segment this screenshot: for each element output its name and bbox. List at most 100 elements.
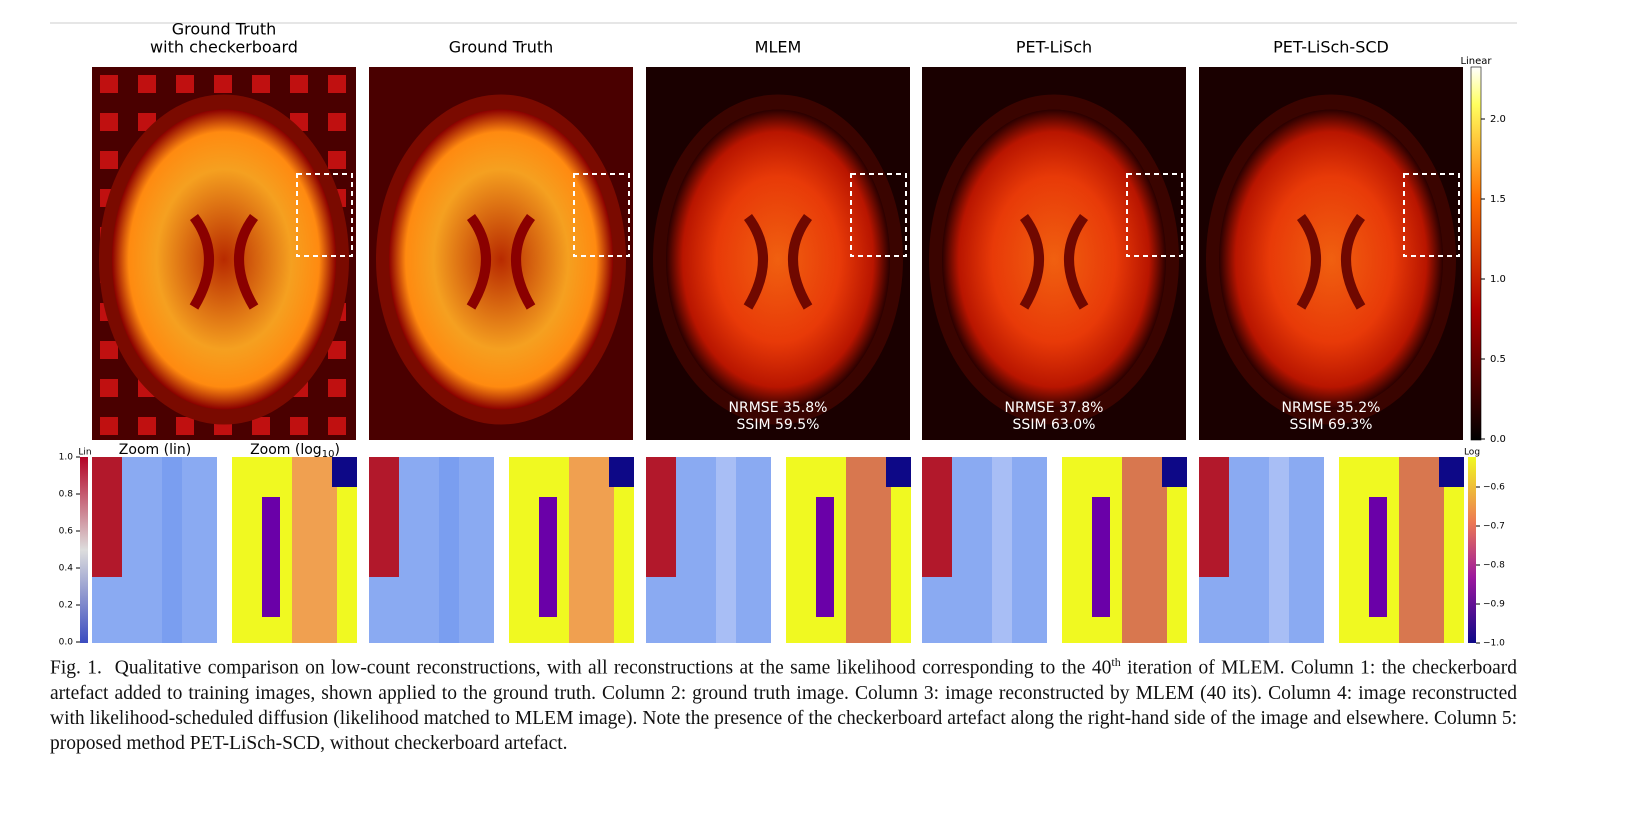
zoom-region bbox=[262, 497, 280, 617]
zoom-region bbox=[162, 457, 182, 643]
panel-title: MLEM bbox=[755, 38, 802, 57]
metric: NRMSE 35.8% bbox=[729, 400, 828, 416]
checker bbox=[328, 75, 346, 93]
tick-label: 0.5 bbox=[1490, 354, 1506, 365]
zoom-region bbox=[1269, 457, 1289, 643]
zoom-label-close: ) bbox=[334, 442, 339, 458]
zoom-label: Zoom (log10) bbox=[250, 442, 340, 460]
zoom-region bbox=[1369, 497, 1387, 617]
tick-label: 1.0 bbox=[1490, 274, 1506, 285]
colorbar bbox=[1468, 457, 1476, 643]
checker bbox=[100, 417, 118, 435]
checker bbox=[214, 75, 232, 93]
tick-label: 2.0 bbox=[1490, 114, 1506, 125]
zoom-region bbox=[1199, 457, 1229, 577]
checker bbox=[252, 417, 270, 435]
zoom-region bbox=[332, 457, 357, 487]
checker bbox=[328, 151, 346, 169]
zoom-box bbox=[1403, 173, 1460, 257]
checker bbox=[328, 417, 346, 435]
zoom-label-sub: 10 bbox=[322, 449, 335, 460]
zoom-box bbox=[573, 173, 630, 257]
brain bbox=[942, 109, 1166, 410]
ventricles bbox=[466, 214, 536, 310]
brain bbox=[1219, 109, 1443, 410]
colorbar-label: Log bbox=[1464, 448, 1480, 458]
checker bbox=[100, 113, 118, 131]
checker bbox=[176, 417, 194, 435]
tick-label: 0.6 bbox=[59, 527, 74, 537]
ventricles bbox=[1296, 214, 1366, 310]
zoom-region bbox=[292, 457, 337, 643]
checker bbox=[100, 75, 118, 93]
tick-label: 0.2 bbox=[59, 601, 73, 611]
zoom-region bbox=[922, 457, 952, 577]
caption: Fig. 1. Qualitative comparison on low-co… bbox=[50, 650, 1517, 756]
checker bbox=[176, 75, 194, 93]
panel-title: Ground Truth bbox=[172, 20, 277, 39]
colorbar-label: Lin bbox=[78, 448, 91, 458]
ventricles bbox=[189, 214, 259, 310]
zoom-region bbox=[539, 497, 557, 617]
panel-title: with checkerboard bbox=[150, 38, 298, 57]
metric: NRMSE 35.2% bbox=[1282, 400, 1381, 416]
zoom-label-text: Zoom (log bbox=[250, 442, 322, 458]
colorbar-label: Linear bbox=[1460, 56, 1492, 67]
tick-label: 0.8 bbox=[59, 490, 74, 500]
zoom-region bbox=[846, 457, 891, 643]
checker bbox=[328, 113, 346, 131]
colorbar bbox=[1470, 66, 1482, 441]
panel-title: PET-LiSch bbox=[1016, 38, 1092, 57]
zoom-region bbox=[1092, 497, 1110, 617]
caption-text: iteration of MLEM. Column 1: the checker… bbox=[50, 657, 1517, 754]
checker bbox=[100, 151, 118, 169]
zoom-region bbox=[92, 457, 122, 577]
checker bbox=[328, 379, 346, 397]
tick-label: −0.8 bbox=[1483, 561, 1505, 571]
brain bbox=[389, 109, 613, 410]
zoom-region bbox=[886, 457, 911, 487]
metric: SSIM 63.0% bbox=[1013, 417, 1096, 433]
checker bbox=[138, 417, 156, 435]
checker bbox=[100, 341, 118, 359]
tick-label: 1.0 bbox=[59, 453, 74, 463]
colorbar bbox=[80, 457, 88, 643]
zoom-box bbox=[850, 173, 907, 257]
zoom-region bbox=[816, 497, 834, 617]
checker bbox=[290, 75, 308, 93]
tick-label: −0.6 bbox=[1483, 483, 1505, 493]
zoom-box bbox=[1126, 173, 1183, 257]
caption-sup: th bbox=[1111, 655, 1121, 669]
zoom-region bbox=[1399, 457, 1444, 643]
zoom-region bbox=[646, 457, 676, 577]
metric: SSIM 59.5% bbox=[737, 417, 820, 433]
zoom-region bbox=[1439, 457, 1464, 487]
tick-label: 0.4 bbox=[59, 564, 74, 574]
zoom-region bbox=[1122, 457, 1167, 643]
ventricles bbox=[1019, 214, 1089, 310]
tick-label: −1.0 bbox=[1483, 639, 1505, 649]
ventricles bbox=[743, 214, 813, 310]
caption-label: Fig. 1. bbox=[50, 657, 102, 679]
checker bbox=[328, 341, 346, 359]
panel-title: PET-LiSch-SCD bbox=[1273, 38, 1389, 57]
zoom-region bbox=[1162, 457, 1187, 487]
zoom-box bbox=[296, 173, 353, 257]
zoom-region bbox=[369, 457, 399, 577]
metric: NRMSE 37.8% bbox=[1005, 400, 1104, 416]
tick-label: 0.0 bbox=[1490, 434, 1506, 445]
zoom-region bbox=[609, 457, 634, 487]
tick-label: −0.7 bbox=[1483, 522, 1505, 532]
checker bbox=[252, 75, 270, 93]
metric: SSIM 69.3% bbox=[1290, 417, 1373, 433]
tick-label: 0.0 bbox=[59, 638, 74, 648]
zoom-region bbox=[569, 457, 614, 643]
checker bbox=[290, 417, 308, 435]
zoom-region bbox=[716, 457, 736, 643]
caption-text: Qualitative comparison on low-count reco… bbox=[114, 657, 1112, 679]
tick-label: −0.9 bbox=[1483, 600, 1505, 610]
zoom-label: Zoom (lin) bbox=[119, 442, 191, 458]
brain bbox=[112, 109, 336, 410]
